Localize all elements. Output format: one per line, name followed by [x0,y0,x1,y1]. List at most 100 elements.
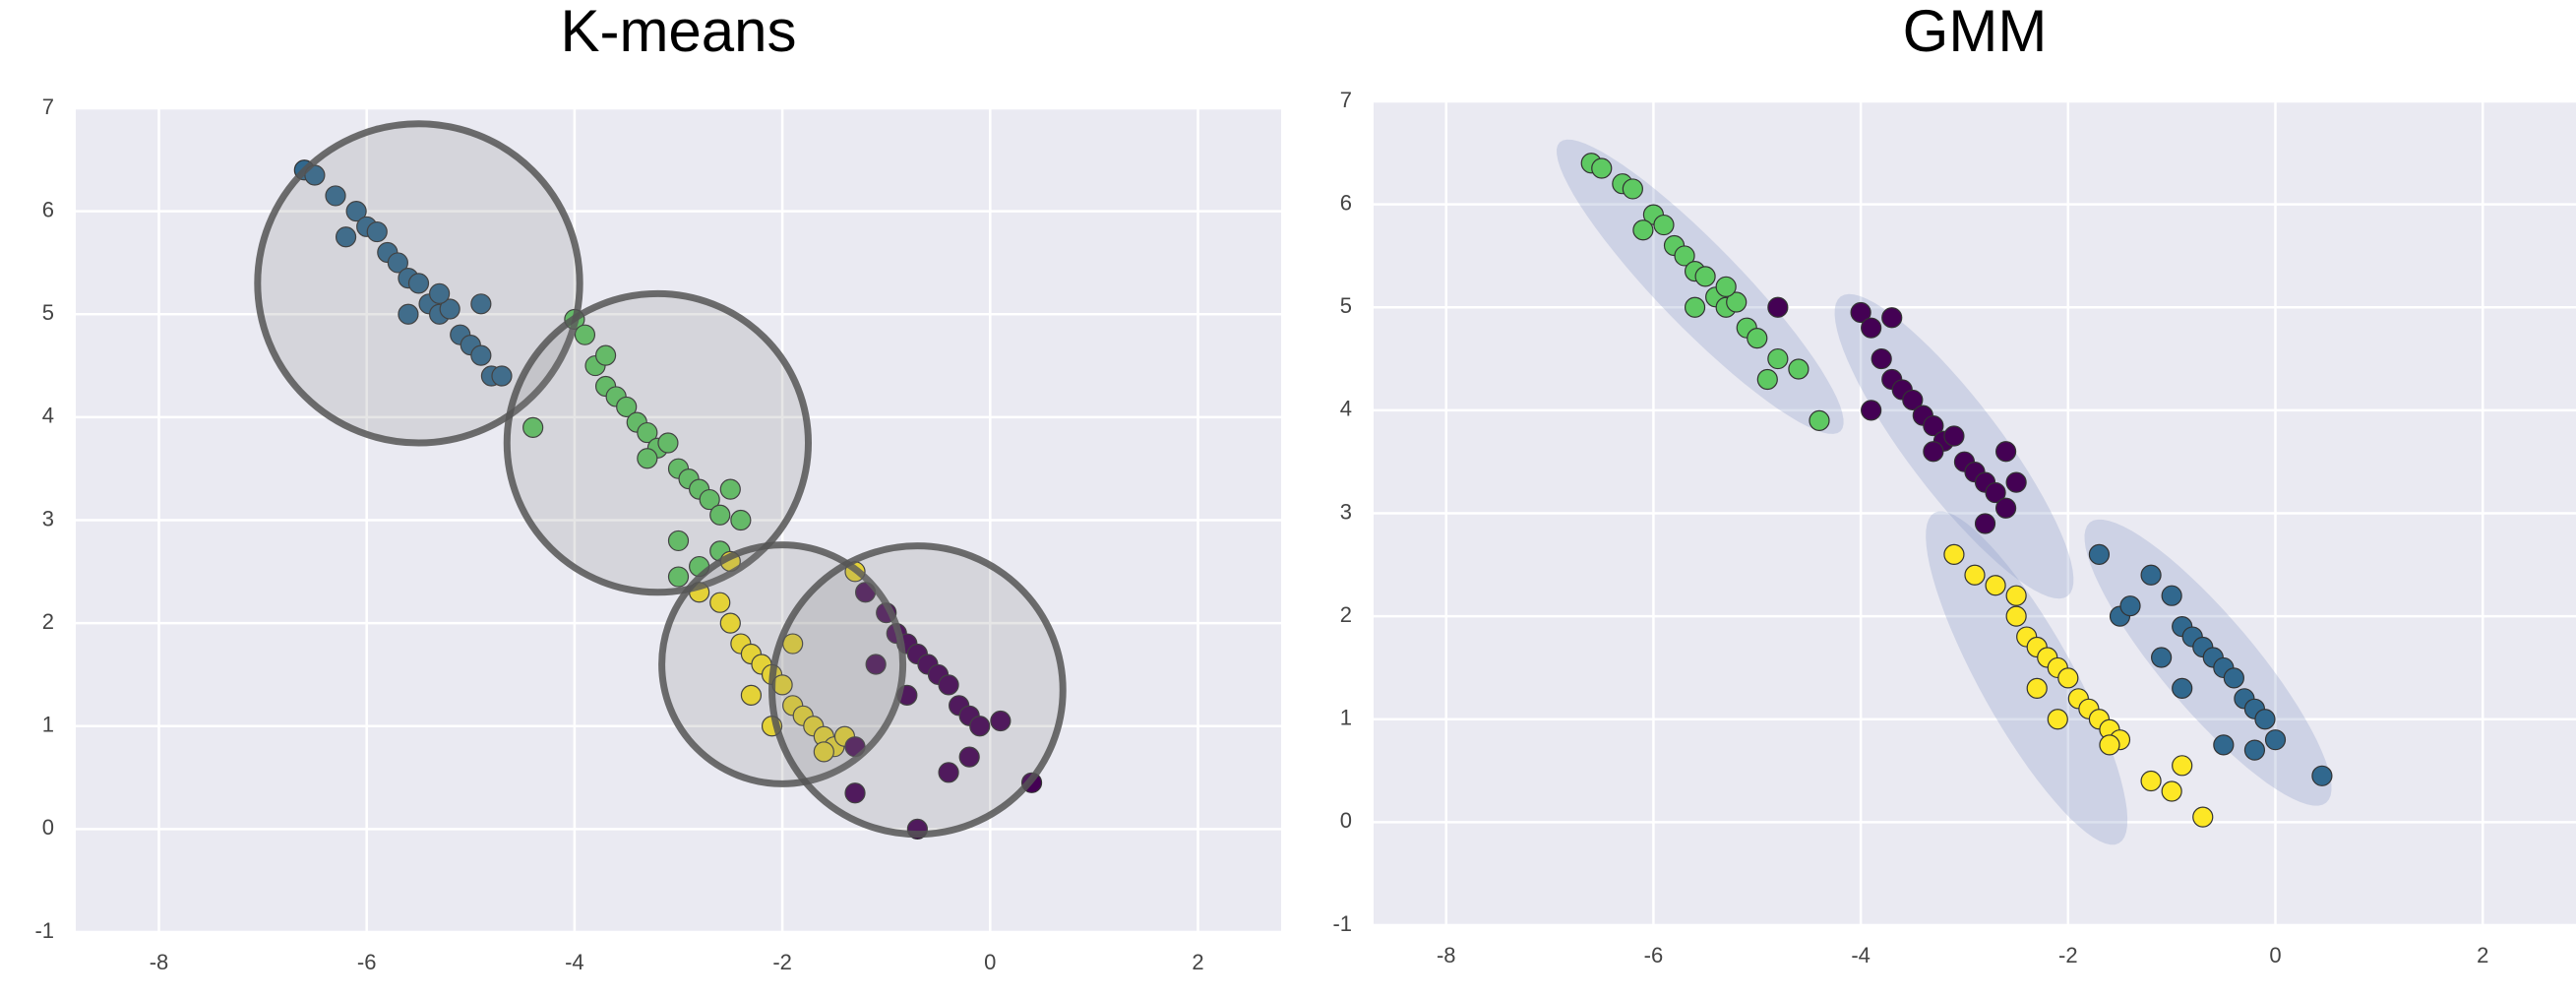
point [958,746,980,768]
point [1788,358,1809,380]
y-tick-label: 1 [1340,706,1352,730]
y-tick-label: 2 [42,609,54,634]
point [1809,409,1830,431]
y-tick-label: 4 [42,404,54,428]
point [938,762,959,783]
point [1747,328,1768,349]
point [1923,414,1944,437]
x-tick-label: -6 [1644,943,1664,967]
point [1985,481,2006,504]
point [470,293,492,315]
point [1726,291,1748,313]
y-tick-label: 3 [1340,499,1352,524]
y-tick-label: 3 [42,506,54,530]
chart-title: K-means [560,0,796,64]
point [407,273,430,294]
y-tick-label: 0 [1340,808,1352,833]
point [709,504,731,526]
x-tick-label: 2 [1192,950,1203,974]
point [616,396,638,418]
point [1767,347,1789,370]
point [2005,605,2027,627]
point [2005,471,2027,493]
point [2151,647,2173,668]
point [990,710,1012,732]
point [491,365,513,387]
point [1767,296,1789,318]
point [667,566,690,588]
point [1653,214,1675,236]
point [813,741,834,763]
point [2192,806,2214,828]
point [1985,575,2006,596]
point [429,282,451,304]
point [2005,585,2027,606]
point [2254,709,2276,730]
point [740,684,763,706]
point [2088,543,2111,565]
point [2026,677,2048,699]
point [1995,441,2017,463]
point [637,448,658,469]
y-tick-label: 4 [1340,397,1352,421]
point [844,782,866,804]
point [1674,245,1695,267]
point [2057,667,2079,689]
chart-title: GMM [1903,0,2048,64]
point [2099,734,2120,756]
point [2119,595,2141,617]
point [2243,739,2266,761]
point [1694,266,1716,287]
y-tick-label: 5 [1340,293,1352,318]
y-tick-label: 2 [1340,602,1352,627]
point [345,201,367,222]
x-tick-label: -2 [772,950,792,974]
point [1943,543,1965,565]
point [637,421,658,444]
point [667,530,690,552]
point [387,252,408,274]
kmeans-circle [254,120,583,447]
point [2213,734,2235,756]
point [2161,780,2182,802]
point [2264,729,2287,751]
point [1850,301,1871,324]
point [730,509,752,531]
point [1995,497,2017,519]
gmm-ellipse [1926,511,2128,845]
point [1881,307,1903,329]
point [1871,347,1892,370]
y-tick-label: 5 [42,300,54,325]
point [574,324,596,345]
point [1943,425,1965,447]
point [969,716,991,737]
x-tick-label: -4 [1851,943,1871,967]
point [1684,296,1706,318]
point [2311,765,2333,786]
point [1861,400,1882,421]
y-tick-label: 7 [42,94,54,119]
point [470,344,492,366]
point [657,432,679,454]
point [719,478,741,500]
point [1923,441,1944,463]
x-tick-label: -8 [1437,943,1456,967]
kmeans-circle [503,289,813,596]
y-tick-label: -1 [1332,911,1352,936]
point [2047,709,2068,730]
x-tick-label: 0 [984,950,996,974]
point [439,298,460,320]
point [522,416,544,438]
y-tick-label: 1 [42,713,54,737]
point [1964,564,1986,586]
point [594,344,617,366]
x-tick-label: -4 [565,950,584,974]
point [2140,564,2162,586]
point [1591,157,1613,179]
kmeans-circle [658,541,907,787]
point [335,226,357,248]
x-tick-label: -8 [150,950,169,974]
y-tick-label: 6 [1340,190,1352,215]
